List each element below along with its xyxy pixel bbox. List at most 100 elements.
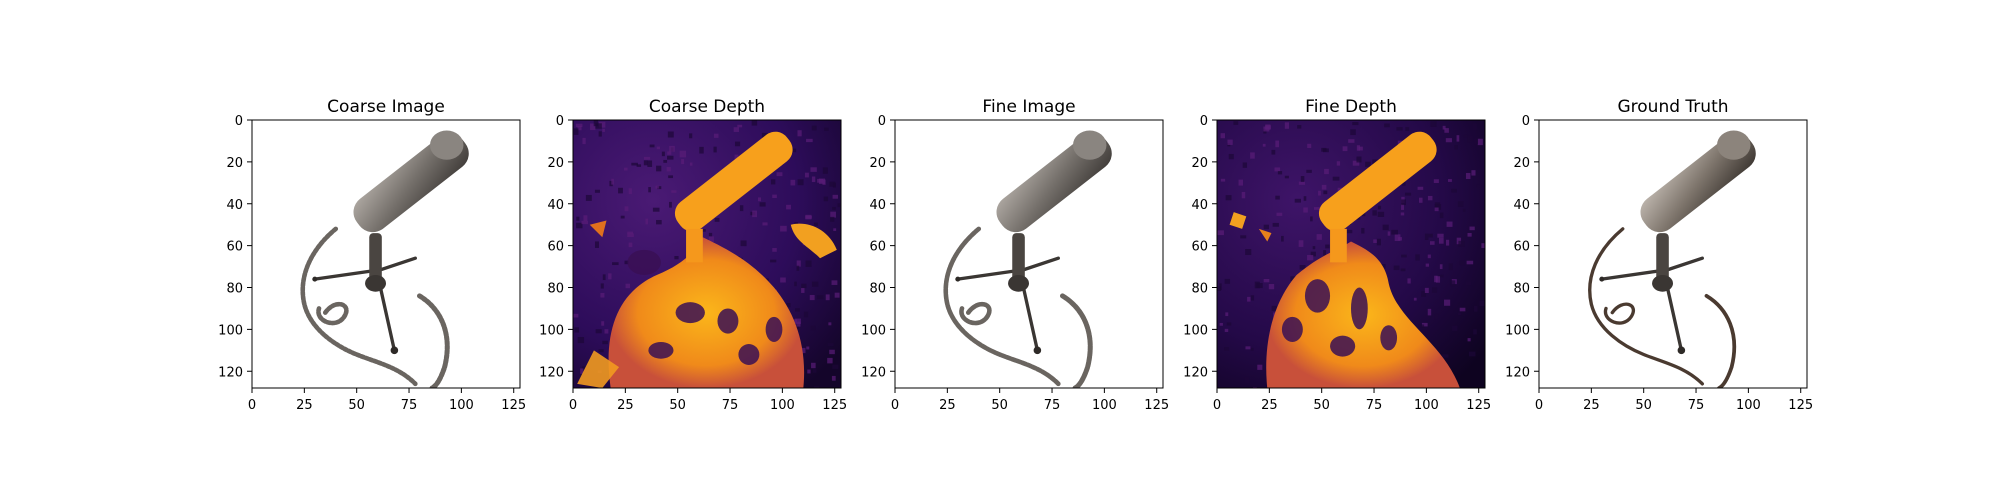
depth-holes <box>627 249 783 365</box>
y-tick-label: 0 <box>235 114 243 129</box>
x-tick-label: 50 <box>1313 398 1330 413</box>
depth-mic-body <box>1318 131 1437 232</box>
panel-image <box>252 120 520 388</box>
x-tick-label: 125 <box>1788 398 1813 413</box>
panel-title: Fine Depth <box>1305 97 1397 117</box>
x-tick-label: 0 <box>569 398 577 413</box>
y-tick-label: 40 <box>226 198 243 213</box>
mic-stand <box>369 233 382 284</box>
tripod-foot <box>1677 346 1686 355</box>
axes-frame <box>251 119 521 389</box>
panel-title: Ground Truth <box>1617 97 1728 117</box>
y-tick-label: 120 <box>1505 365 1530 380</box>
x-tick-label: 125 <box>822 398 847 413</box>
depth-mic-stand <box>686 228 703 263</box>
y-tick-label: 20 <box>1191 156 1208 171</box>
x-tick-label: 50 <box>669 398 686 413</box>
mic-head <box>1072 130 1107 160</box>
panel-fine-depth: Fine Depth 0 25 50 75 100 125 0 20 40 60 80 100 120 <box>1183 97 1491 413</box>
y-tick-label: 60 <box>1513 240 1530 255</box>
y-tick-label: 80 <box>547 282 564 297</box>
y-tick-label: 100 <box>1505 323 1530 338</box>
y-tick-label: 40 <box>1513 198 1530 213</box>
x-tick-label: 0 <box>1213 398 1221 413</box>
x-tick-label: 25 <box>296 398 313 413</box>
panel-image <box>1539 120 1807 388</box>
y-tick-label: 20 <box>869 156 886 171</box>
panel-title: Coarse Image <box>327 97 445 117</box>
y-tick-label: 40 <box>869 198 886 213</box>
y-tick-label: 60 <box>226 240 243 255</box>
x-tick-label: 0 <box>1535 398 1543 413</box>
x-tick-label: 75 <box>1688 398 1705 413</box>
x-tick-label: 25 <box>939 398 956 413</box>
x-tick-label: 50 <box>1635 398 1652 413</box>
mic-stand-base <box>1008 274 1029 292</box>
mic-cable <box>943 226 1061 387</box>
x-tick-label: 25 <box>617 398 634 413</box>
axes-frame <box>1216 119 1486 389</box>
panel-title: Coarse Depth <box>649 97 765 117</box>
y-tick-label: 60 <box>547 240 564 255</box>
tripod-foot <box>390 346 399 355</box>
axes-frame <box>894 119 1164 389</box>
y-tick-label: 40 <box>1191 198 1208 213</box>
tripod-foot <box>955 276 961 282</box>
panel-ground-truth: Ground Truth 0 25 50 75 100 125 0 20 40 60 80 100 120 <box>1505 97 1813 413</box>
y-tick-label: 120 <box>218 365 243 380</box>
x-tick-label: 0 <box>248 398 256 413</box>
mic-cable <box>1588 227 1704 386</box>
y-tick-label: 20 <box>547 156 564 171</box>
y-tick-label: 80 <box>1513 282 1530 297</box>
x-tick-label: 50 <box>348 398 365 413</box>
mic-head <box>429 130 464 160</box>
x-tick-label: 100 <box>1736 398 1761 413</box>
mic-cable-right <box>1059 293 1093 388</box>
x-tick-label: 50 <box>991 398 1008 413</box>
y-tick-label: 100 <box>1183 323 1208 338</box>
y-tick-label: 100 <box>539 323 564 338</box>
mic-head <box>1716 130 1751 160</box>
y-tick-label: 80 <box>1191 282 1208 297</box>
tripod-foot <box>312 276 318 282</box>
depth-holes <box>1281 279 1398 357</box>
x-tick-label: 25 <box>1261 398 1278 413</box>
y-tick-label: 100 <box>218 323 243 338</box>
x-tick-label: 75 <box>401 398 418 413</box>
y-tick-label: 120 <box>1183 365 1208 380</box>
panel-fine-image: Fine Image 0 25 50 75 100 125 0 20 40 60 80 100 120 <box>861 97 1169 413</box>
panel-image <box>573 120 841 388</box>
panel-coarse-depth: Coarse Depth 0 25 50 75 100 125 0 20 40 60 80 100 120 <box>539 97 847 413</box>
axes-frame <box>1538 119 1808 389</box>
x-tick-label: 0 <box>891 398 899 413</box>
y-tick-label: 120 <box>539 365 564 380</box>
x-tick-label: 75 <box>1366 398 1383 413</box>
x-tick-label: 100 <box>1414 398 1439 413</box>
y-tick-label: 0 <box>556 114 564 129</box>
x-tick-label: 100 <box>449 398 474 413</box>
x-tick-label: 125 <box>1466 398 1491 413</box>
mic-stand <box>1656 233 1669 284</box>
y-tick-label: 60 <box>1191 240 1208 255</box>
mic-cable-right <box>1704 293 1737 388</box>
x-tick-label: 75 <box>722 398 739 413</box>
x-tick-label: 125 <box>501 398 526 413</box>
mic-cable-right <box>416 293 450 388</box>
y-tick-label: 80 <box>226 282 243 297</box>
y-tick-label: 0 <box>1522 114 1530 129</box>
y-tick-label: 0 <box>1200 114 1208 129</box>
axes-frame <box>572 119 842 389</box>
mic-stand-base <box>1652 274 1673 292</box>
tripod-foot <box>1599 276 1605 282</box>
panel-coarse-image: Coarse Image 0 25 50 75 100 125 0 20 40 60 80 100 120 <box>218 97 526 413</box>
y-tick-label: 0 <box>878 114 886 129</box>
y-tick-label: 80 <box>869 282 886 297</box>
y-tick-label: 100 <box>861 323 886 338</box>
x-tick-label: 75 <box>1044 398 1061 413</box>
x-tick-label: 100 <box>770 398 795 413</box>
depth-mic-body <box>674 131 793 232</box>
y-tick-label: 20 <box>1513 156 1530 171</box>
x-tick-label: 25 <box>1583 398 1600 413</box>
panel-image <box>1217 120 1485 388</box>
